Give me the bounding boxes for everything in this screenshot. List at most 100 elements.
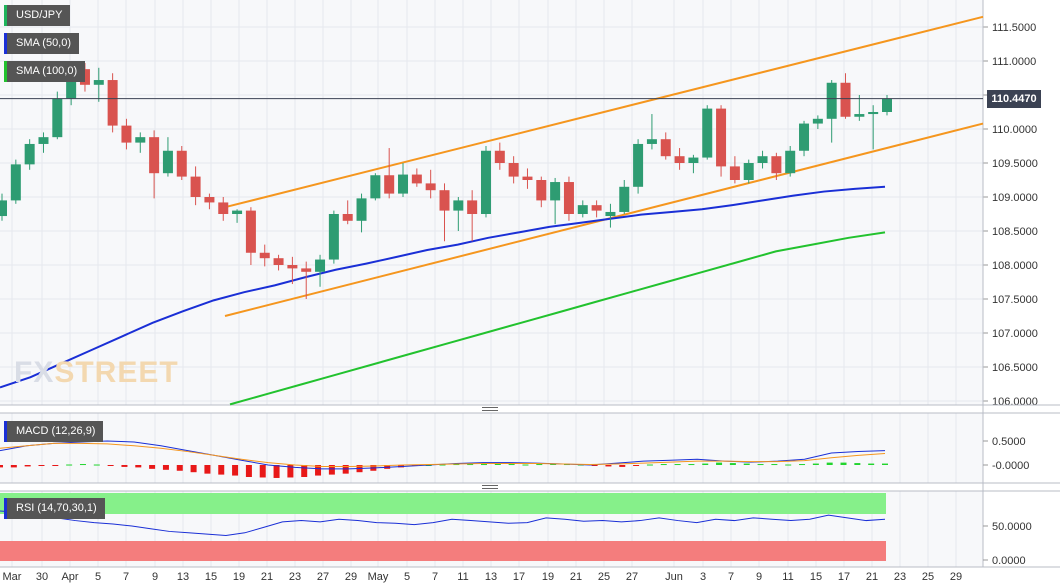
x-tick-label: 25 bbox=[598, 571, 610, 583]
candle-body bbox=[702, 108, 713, 158]
candle-body bbox=[107, 80, 118, 126]
candle-body bbox=[411, 174, 422, 184]
candle-body bbox=[467, 200, 478, 214]
macd-histogram-bar bbox=[799, 464, 806, 466]
current-price-tag: 110.4470 bbox=[987, 90, 1041, 108]
x-tick-label: 11 bbox=[782, 571, 793, 583]
candle-body bbox=[840, 82, 851, 117]
macd-histogram-bar bbox=[190, 465, 197, 473]
x-tick-label: 27 bbox=[317, 571, 329, 583]
candle-body bbox=[716, 108, 727, 167]
macd-histogram-bar bbox=[757, 464, 764, 466]
x-tick-label: 21 bbox=[866, 571, 878, 583]
rsi-y-tick-label: 50.0000 bbox=[992, 521, 1032, 533]
x-tick-label: 7 bbox=[432, 571, 438, 583]
candle-body bbox=[868, 112, 879, 115]
candle-body bbox=[93, 80, 104, 85]
macd-histogram-bar bbox=[619, 465, 626, 467]
macd-signal-line bbox=[0, 442, 886, 467]
macd-histogram-bar bbox=[121, 465, 128, 467]
macd-histogram-bar bbox=[605, 465, 612, 467]
macd-histogram-bar bbox=[176, 465, 183, 471]
macd-y-tick-label: 0.5000 bbox=[992, 436, 1026, 448]
candle-body bbox=[771, 156, 782, 174]
macd-histogram-bar bbox=[135, 465, 142, 468]
x-tick-label: 5 bbox=[404, 571, 410, 583]
x-tick-label: Mar bbox=[3, 571, 22, 583]
candle-body bbox=[190, 176, 201, 197]
candle-body bbox=[812, 118, 823, 124]
candle-body bbox=[356, 198, 367, 221]
candle-body bbox=[52, 98, 63, 138]
macd-histogram-bar bbox=[716, 462, 723, 465]
candle-body bbox=[729, 166, 740, 180]
candle-body bbox=[453, 200, 464, 211]
macd-histogram-bar bbox=[771, 464, 778, 466]
rsi-label[interactable]: RSI (14,70,30,1) bbox=[4, 498, 105, 519]
candle-body bbox=[508, 163, 519, 177]
macd-swatch bbox=[4, 421, 7, 442]
candle-body bbox=[826, 82, 837, 119]
candle-body bbox=[646, 139, 657, 144]
x-tick-label: 17 bbox=[513, 571, 525, 583]
candle-body bbox=[162, 150, 173, 174]
macd-histogram-bar bbox=[232, 465, 239, 476]
x-tick-label: 13 bbox=[177, 571, 189, 583]
rsi-swatch bbox=[4, 498, 7, 519]
macd-histogram-bar bbox=[882, 463, 888, 465]
macd-histogram-bar bbox=[315, 465, 322, 476]
candle-body bbox=[480, 150, 491, 214]
candle-body bbox=[0, 200, 7, 217]
candle-body bbox=[688, 157, 699, 163]
candle-body bbox=[149, 137, 160, 174]
candle-body bbox=[218, 202, 229, 214]
macd-histogram-bar bbox=[52, 465, 59, 466]
x-tick-label: 13 bbox=[485, 571, 497, 583]
macd-histogram-bar bbox=[785, 464, 792, 466]
macd-histogram-bar bbox=[79, 464, 86, 466]
macd-histogram-bar bbox=[328, 465, 335, 475]
fxstreet-watermark: FXSTREET bbox=[14, 356, 179, 389]
macd-histogram-bar bbox=[868, 463, 875, 465]
y-tick-label: 110.0000 bbox=[992, 124, 1037, 136]
x-tick-label: 7 bbox=[123, 571, 129, 583]
y-tick-label: 108.5000 bbox=[992, 226, 1038, 238]
x-tick-label: 27 bbox=[626, 571, 638, 583]
sma100-label[interactable]: SMA (100,0) bbox=[4, 61, 86, 82]
y-tick-label: 111.5000 bbox=[992, 22, 1036, 34]
x-tick-label: 23 bbox=[289, 571, 301, 583]
x-tick-label: 9 bbox=[152, 571, 158, 583]
macd-label[interactable]: MACD (12,26,9) bbox=[4, 421, 104, 442]
candle-body bbox=[259, 252, 270, 259]
macd-histogram-bar bbox=[812, 463, 819, 465]
macd-histogram-bar bbox=[826, 462, 833, 465]
rsi-y-tick-label: 0.0000 bbox=[992, 555, 1026, 567]
macd-histogram-bar bbox=[218, 465, 225, 475]
candle-body bbox=[536, 180, 547, 201]
y-tick-label: 109.0000 bbox=[992, 192, 1038, 204]
candle-body bbox=[605, 211, 616, 217]
candle-body bbox=[799, 123, 810, 151]
sma50-label[interactable]: SMA (50,0) bbox=[4, 33, 80, 54]
candle-body bbox=[315, 259, 326, 272]
macd-histogram-bar bbox=[494, 463, 501, 465]
rsi-overbought-zone bbox=[0, 493, 886, 514]
macd-histogram-bar bbox=[439, 464, 446, 466]
symbol-swatch bbox=[4, 5, 7, 26]
x-tick-label: 15 bbox=[810, 571, 822, 583]
macd-histogram-bar bbox=[536, 464, 543, 466]
candle-body bbox=[273, 258, 284, 265]
candle-body bbox=[550, 182, 561, 201]
macd-histogram-bar bbox=[646, 464, 653, 466]
macd-histogram-bar bbox=[591, 465, 598, 466]
candle-body bbox=[232, 210, 243, 214]
candle-body bbox=[328, 214, 339, 260]
macd-histogram-bar bbox=[301, 465, 308, 477]
macd-histogram-bar bbox=[107, 465, 114, 466]
candle-body bbox=[66, 69, 77, 99]
macd-histogram-bar bbox=[149, 465, 156, 469]
y-tick-label: 106.0000 bbox=[992, 396, 1038, 408]
symbol-label[interactable]: USD/JPY bbox=[4, 5, 71, 26]
candle-body bbox=[674, 156, 685, 163]
